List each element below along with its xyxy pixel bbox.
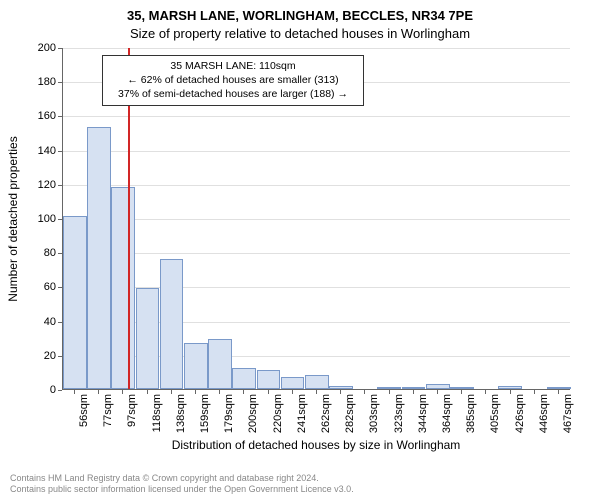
gridline xyxy=(63,253,570,254)
ytick-label: 160 xyxy=(16,110,56,122)
ytick-label: 200 xyxy=(16,42,56,54)
histogram-bar xyxy=(136,288,160,389)
gridline xyxy=(63,151,570,152)
xtick-mark xyxy=(510,390,511,394)
histogram-bar xyxy=(257,370,281,389)
ytick-mark xyxy=(58,287,62,288)
ytick-label: 80 xyxy=(16,247,56,259)
xtick-mark xyxy=(268,390,269,394)
xtick-mark xyxy=(98,390,99,394)
gridline xyxy=(63,48,570,49)
chart-subtitle: Size of property relative to detached ho… xyxy=(0,26,600,41)
histogram-bar xyxy=(232,368,256,389)
footer-line1: Contains HM Land Registry data © Crown c… xyxy=(10,473,354,485)
ytick-mark xyxy=(58,185,62,186)
annotation-line: 37% of semi-detached houses are larger (… xyxy=(109,87,357,101)
gridline xyxy=(63,219,570,220)
xtick-mark xyxy=(364,390,365,394)
xtick-label: 179sqm xyxy=(223,394,235,433)
ytick-mark xyxy=(58,390,62,391)
xtick-label: 241sqm xyxy=(296,394,308,433)
xtick-mark xyxy=(147,390,148,394)
xtick-mark xyxy=(558,390,559,394)
histogram-bar xyxy=(426,384,450,389)
xtick-mark xyxy=(534,390,535,394)
histogram-bar xyxy=(63,216,87,389)
xtick-label: 200sqm xyxy=(247,394,259,433)
ytick-label: 20 xyxy=(16,350,56,362)
histogram-bar xyxy=(87,127,111,389)
xtick-label: 118sqm xyxy=(151,394,163,432)
xtick-mark xyxy=(413,390,414,394)
histogram-bar xyxy=(111,187,135,389)
histogram-bar xyxy=(329,386,353,389)
annotation-line: ← 62% of detached houses are smaller (31… xyxy=(109,73,357,87)
ytick-label: 40 xyxy=(16,316,56,328)
histogram-bar xyxy=(402,387,426,389)
footer-attribution: Contains HM Land Registry data © Crown c… xyxy=(10,473,354,496)
histogram-bar xyxy=(208,339,232,389)
xtick-label: 426sqm xyxy=(514,394,526,433)
xtick-label: 446sqm xyxy=(538,394,550,433)
xtick-mark xyxy=(74,390,75,394)
ytick-label: 100 xyxy=(16,213,56,225)
histogram-bar xyxy=(160,259,184,389)
xtick-label: 364sqm xyxy=(441,394,453,433)
gridline xyxy=(63,185,570,186)
xtick-label: 220sqm xyxy=(272,394,284,433)
xtick-mark xyxy=(437,390,438,394)
xtick-label: 77sqm xyxy=(102,394,114,427)
xtick-label: 385sqm xyxy=(465,394,477,433)
xtick-label: 405sqm xyxy=(489,394,501,433)
histogram-bar xyxy=(547,387,571,389)
histogram-bar xyxy=(305,375,329,389)
histogram-bar xyxy=(450,387,474,389)
xtick-label: 344sqm xyxy=(417,394,429,433)
xtick-mark xyxy=(316,390,317,394)
xtick-label: 56sqm xyxy=(78,394,90,427)
ytick-mark xyxy=(58,116,62,117)
histogram-bar xyxy=(377,387,401,389)
xtick-label: 303sqm xyxy=(368,394,380,433)
xtick-mark xyxy=(292,390,293,394)
ytick-mark xyxy=(58,253,62,254)
ytick-label: 0 xyxy=(16,384,56,396)
ytick-label: 60 xyxy=(16,281,56,293)
ytick-label: 140 xyxy=(16,145,56,157)
ytick-mark xyxy=(58,322,62,323)
footer-line2: Contains public sector information licen… xyxy=(10,484,354,496)
x-axis-label: Distribution of detached houses by size … xyxy=(62,438,570,452)
chart-title-address: 35, MARSH LANE, WORLINGHAM, BECCLES, NR3… xyxy=(0,8,600,23)
xtick-label: 159sqm xyxy=(199,394,211,433)
xtick-mark xyxy=(243,390,244,394)
xtick-mark xyxy=(122,390,123,394)
ytick-mark xyxy=(58,219,62,220)
xtick-mark xyxy=(340,390,341,394)
histogram-bar xyxy=(281,377,305,389)
ytick-label: 120 xyxy=(16,179,56,191)
gridline xyxy=(63,116,570,117)
xtick-label: 138sqm xyxy=(175,394,187,433)
xtick-mark xyxy=(485,390,486,394)
ytick-label: 180 xyxy=(16,76,56,88)
xtick-label: 97sqm xyxy=(126,394,138,427)
histogram-bar xyxy=(498,386,522,389)
xtick-mark xyxy=(195,390,196,394)
xtick-mark xyxy=(461,390,462,394)
xtick-label: 282sqm xyxy=(344,394,356,433)
ytick-mark xyxy=(58,48,62,49)
ytick-mark xyxy=(58,356,62,357)
annotation-box: 35 MARSH LANE: 110sqm← 62% of detached h… xyxy=(102,55,364,106)
xtick-label: 323sqm xyxy=(393,394,405,433)
xtick-label: 262sqm xyxy=(320,394,332,433)
ytick-mark xyxy=(58,82,62,83)
xtick-label: 467sqm xyxy=(562,394,574,433)
ytick-mark xyxy=(58,151,62,152)
annotation-line: 35 MARSH LANE: 110sqm xyxy=(109,59,357,73)
xtick-mark xyxy=(219,390,220,394)
histogram-bar xyxy=(184,343,208,389)
xtick-mark xyxy=(171,390,172,394)
xtick-mark xyxy=(389,390,390,394)
